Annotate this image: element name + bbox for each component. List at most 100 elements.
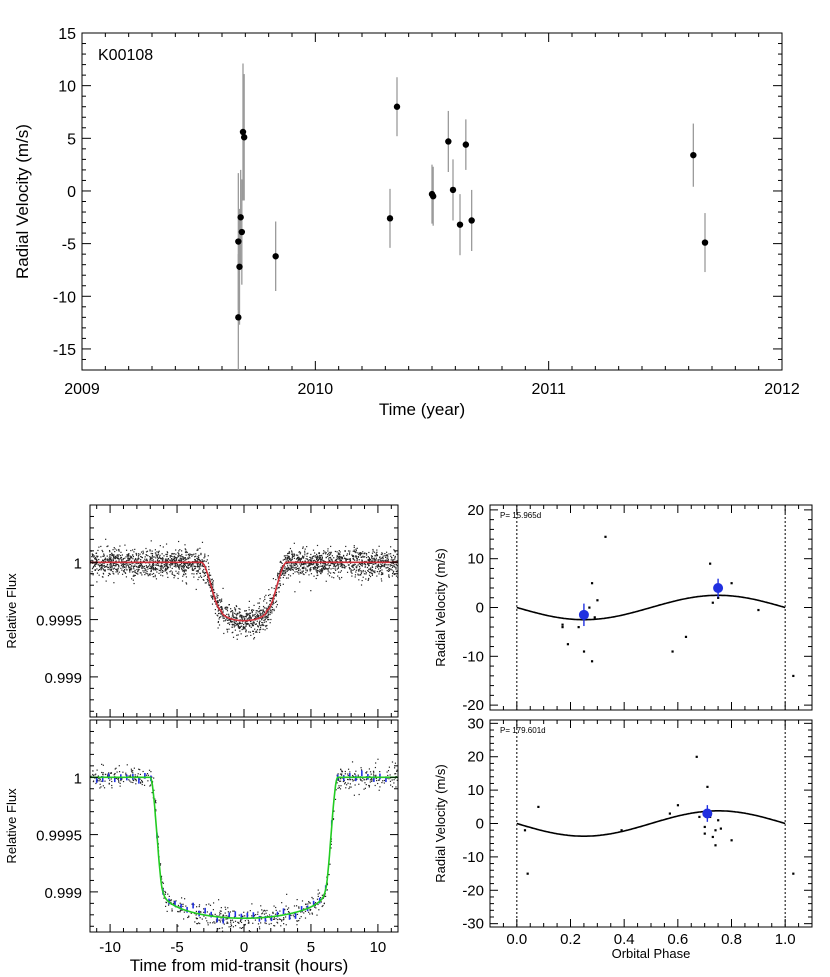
flux-point	[393, 570, 395, 572]
flux-point	[306, 545, 308, 548]
rv-point	[526, 872, 529, 875]
flux-point	[182, 558, 184, 560]
flux-point	[145, 569, 147, 571]
flux-point	[152, 572, 155, 575]
flux-point	[315, 558, 318, 561]
flux-point	[269, 603, 271, 606]
rv-point	[593, 616, 596, 619]
flux-point	[124, 557, 126, 559]
flux-point	[396, 570, 398, 573]
flux-point	[384, 554, 386, 557]
flux-point	[112, 564, 114, 566]
flux-point	[216, 593, 218, 595]
flux-point	[183, 567, 185, 569]
flux-point	[310, 567, 312, 569]
flux-point	[238, 623, 240, 625]
flux-point	[107, 775, 109, 777]
flux-point	[149, 555, 151, 558]
flux-point	[127, 553, 130, 555]
flux-point	[159, 567, 162, 569]
flux-point	[230, 621, 232, 623]
flux-point	[253, 915, 256, 917]
flux-point	[237, 622, 239, 624]
flux-point	[156, 556, 159, 558]
flux-point	[208, 566, 210, 568]
flux-point	[381, 560, 383, 562]
flux-point	[239, 622, 241, 624]
flux-point	[116, 571, 119, 573]
flux-point	[193, 565, 195, 567]
flux-point	[356, 556, 358, 558]
flux-point	[319, 556, 321, 559]
flux-point	[250, 626, 252, 628]
flux-point	[330, 553, 332, 555]
flux-point	[282, 569, 284, 572]
flux-point	[151, 556, 153, 558]
flux-point	[218, 612, 220, 614]
flux-point	[230, 919, 232, 921]
flux-point	[231, 615, 233, 617]
flux-point	[253, 638, 255, 640]
flux-point	[316, 571, 318, 573]
flux-point	[255, 630, 257, 632]
flux-point	[371, 566, 374, 568]
flux-point	[203, 915, 205, 917]
flux-point	[218, 618, 220, 620]
flux-point	[251, 623, 253, 626]
flux-point	[257, 626, 260, 628]
flux-point	[387, 558, 389, 561]
flux-point	[131, 562, 133, 565]
flux-point	[344, 558, 347, 560]
flux-point	[100, 569, 102, 571]
flux-point	[99, 778, 101, 780]
flux-point	[302, 573, 304, 575]
flux-point	[311, 912, 313, 914]
flux-point	[109, 569, 111, 571]
flux-point	[184, 559, 186, 561]
flux-point	[359, 564, 362, 566]
flux-point	[177, 540, 180, 543]
flux-point	[182, 575, 184, 577]
flux-point	[195, 560, 197, 562]
flux-point	[352, 569, 354, 571]
flux-point	[229, 621, 232, 623]
flux-point	[312, 566, 314, 569]
flux-point	[306, 555, 308, 558]
flux-point	[233, 622, 235, 624]
flux-point	[197, 922, 200, 924]
flux-point	[301, 570, 303, 572]
flux-point	[376, 549, 378, 551]
flux-point	[288, 568, 290, 570]
flux-point	[121, 554, 123, 556]
flux-point	[277, 572, 279, 574]
flux-point	[259, 609, 262, 611]
flux-point	[384, 553, 386, 555]
flux-point	[211, 583, 214, 585]
flux-point	[359, 562, 361, 565]
flux-point	[285, 577, 288, 579]
flux-point	[369, 779, 372, 781]
flux-point	[195, 565, 197, 568]
flux-point	[226, 631, 229, 633]
flux-point	[329, 556, 332, 559]
flux-point	[130, 768, 132, 770]
flux-point	[245, 621, 247, 623]
flux-point	[293, 557, 295, 559]
flux-point	[228, 926, 230, 928]
flux-point	[345, 558, 347, 560]
flux-point	[319, 572, 322, 574]
flux-point	[327, 550, 329, 552]
flux-point	[96, 581, 98, 583]
flux-point	[239, 627, 241, 629]
flux-point	[256, 620, 258, 622]
flux-point	[309, 909, 311, 912]
flux-point	[109, 554, 111, 556]
flux-point	[313, 562, 315, 564]
flux-point	[233, 620, 235, 622]
flux-point	[285, 567, 288, 570]
flux-point	[323, 560, 325, 562]
flux-point	[376, 779, 378, 782]
flux-point	[237, 634, 239, 636]
flux-point	[329, 863, 331, 865]
flux-point	[301, 567, 303, 570]
